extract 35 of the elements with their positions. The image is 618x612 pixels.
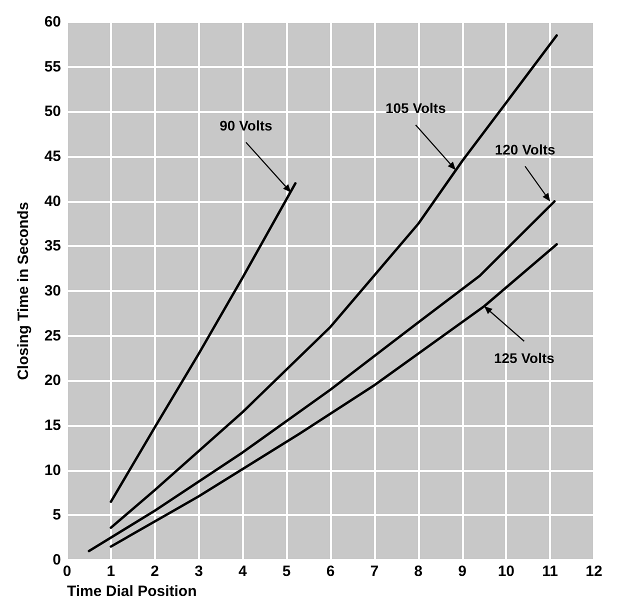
y-tick-label: 50 xyxy=(44,103,61,120)
line-series xyxy=(110,182,297,503)
x-axis-title: Time Dial Position xyxy=(67,583,197,600)
y-tick-label: 25 xyxy=(44,327,61,344)
x-tick-label: 11 xyxy=(542,563,558,580)
y-tick-label: 5 xyxy=(52,506,61,524)
x-tick-label: 8 xyxy=(414,563,423,580)
annotation: 120 Volts xyxy=(494,141,556,158)
x-tick-label: 4 xyxy=(238,563,248,580)
line-series xyxy=(110,34,558,529)
y-tick-label: 40 xyxy=(44,192,61,210)
x-tick-label: 5 xyxy=(282,563,291,580)
y-tick-label: 55 xyxy=(44,58,61,76)
annotation: 90 Volts xyxy=(220,117,273,134)
annotation: 105 Volts xyxy=(385,100,446,116)
x-tick-label: 12 xyxy=(586,563,602,580)
x-tick-label: 10 xyxy=(498,563,515,580)
y-tick-label: 45 xyxy=(44,148,61,165)
x-tick-label: 2 xyxy=(150,563,160,580)
x-tick-label: 7 xyxy=(370,563,379,580)
line-series xyxy=(110,243,558,548)
x-tick-label: 3 xyxy=(194,563,203,580)
y-tick-label: 10 xyxy=(44,462,61,479)
y-axis-title: Closing Time in Seconds xyxy=(15,202,32,380)
y-tick-label: 30 xyxy=(44,282,61,300)
annotation: 125 Volts xyxy=(494,350,555,366)
line-series xyxy=(88,200,556,552)
x-tick-label: 9 xyxy=(458,563,466,580)
x-tick-label: 6 xyxy=(326,563,335,580)
y-tick-label: 0 xyxy=(52,552,61,568)
y-tick-label: 60 xyxy=(44,14,61,30)
y-tick-label: 15 xyxy=(44,417,61,434)
y-tick-label: 20 xyxy=(44,372,61,390)
y-tick-label: 35 xyxy=(44,238,61,255)
x-tick-label: 1 xyxy=(106,563,116,580)
